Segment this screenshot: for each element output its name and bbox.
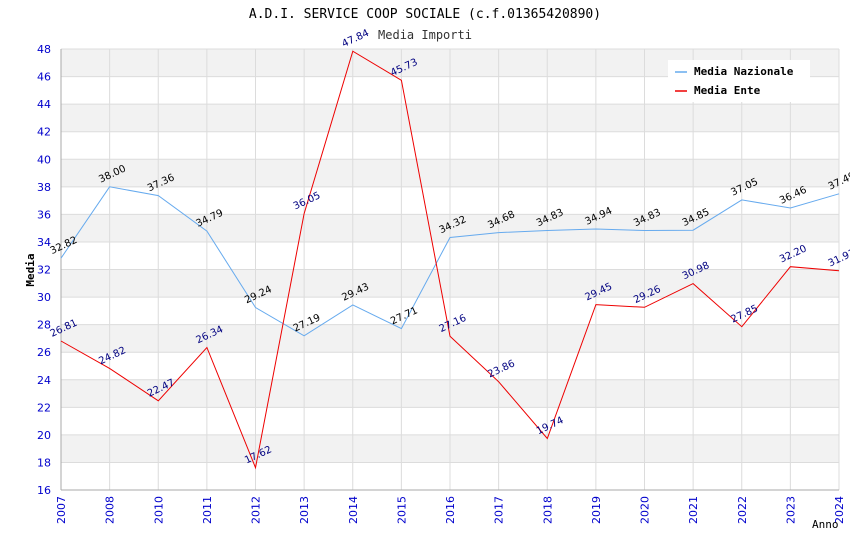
x-tick-label: 2015 [395, 496, 408, 524]
series-line-media-nazionale [60, 186, 840, 337]
y-tick-label: 28 [37, 319, 51, 332]
y-tick-label: 48 [37, 43, 51, 56]
x-tick-label: 2011 [201, 496, 214, 524]
y-tick-label: 30 [37, 291, 51, 304]
series-lines [60, 50, 840, 470]
data-label-media-ente: 23.86 [486, 358, 517, 380]
y-tick-label: 18 [37, 456, 51, 469]
x-tick-labels: 2007 2008 2010 2011 2012 2013 2014 2015 2016 2017… [55, 496, 846, 524]
y-tick-label: 34 [37, 236, 51, 249]
y-tick-label: 24 [37, 374, 51, 387]
y-tick-label: 44 [37, 98, 51, 111]
x-tick-label: 2017 [493, 496, 506, 524]
legend-box [668, 60, 810, 102]
legend: Media Nazionale Media Ente [668, 60, 810, 102]
data-label-media-ente: 32.20 [778, 243, 809, 265]
y-tick-label: 26 [37, 346, 51, 359]
y-axis-title: Media [24, 253, 37, 286]
x-tick-label: 2016 [444, 496, 457, 524]
chart-title: A.D.I. SERVICE COOP SOCIALE (c.f.0136542… [249, 7, 601, 22]
data-label-media-nazionale: 36.46 [778, 185, 809, 207]
data-label-media-ente: 31.91 [827, 247, 850, 269]
x-tick-label: 2021 [687, 496, 700, 524]
y-tick-label: 38 [37, 181, 51, 194]
data-label-media-ente: 27.85 [729, 303, 760, 325]
x-tick-label: 2019 [590, 496, 603, 524]
x-tick-label: 2023 [784, 496, 797, 524]
chart-subtitle: Media Importi [378, 28, 472, 42]
series-line-media-ente [60, 50, 840, 470]
y-tick-label: 22 [37, 401, 51, 414]
y-tick-label: 20 [37, 429, 51, 442]
y-tick-label: 16 [37, 484, 51, 497]
legend-label-media-ente: Media Ente [694, 84, 761, 97]
x-tick-label: 2013 [298, 496, 311, 524]
x-tick-label: 2007 [55, 496, 68, 524]
data-label-media-ente: 36.05 [292, 190, 323, 212]
data-label-media-ente: 47.84 [340, 28, 371, 50]
x-axis-title: Anno [812, 518, 839, 531]
x-tick-label: 2014 [347, 496, 360, 524]
x-tick-label: 2024 [833, 496, 846, 524]
x-tick-label: 2008 [104, 496, 117, 524]
axes [60, 49, 839, 491]
y-tick-label: 32 [37, 264, 51, 277]
y-tick-label: 40 [37, 153, 51, 166]
x-tick-label: 2018 [541, 496, 554, 524]
x-tick-label: 2022 [736, 496, 749, 524]
x-tick-label: 2012 [250, 496, 263, 524]
y-tick-label: 36 [37, 208, 51, 221]
data-label-media-ente: 19.74 [535, 415, 566, 437]
y-tick-label: 46 [37, 71, 51, 84]
x-tick-label: 2010 [152, 496, 165, 524]
legend-label-media-nazionale: Media Nazionale [694, 65, 794, 78]
y-tick-label: 42 [37, 126, 51, 139]
x-tick-label: 2020 [639, 496, 652, 524]
y-tick-labels: 16 18 20 22 24 26 28 30 32 34 36 38 40 42 44 46 48 [37, 43, 51, 497]
